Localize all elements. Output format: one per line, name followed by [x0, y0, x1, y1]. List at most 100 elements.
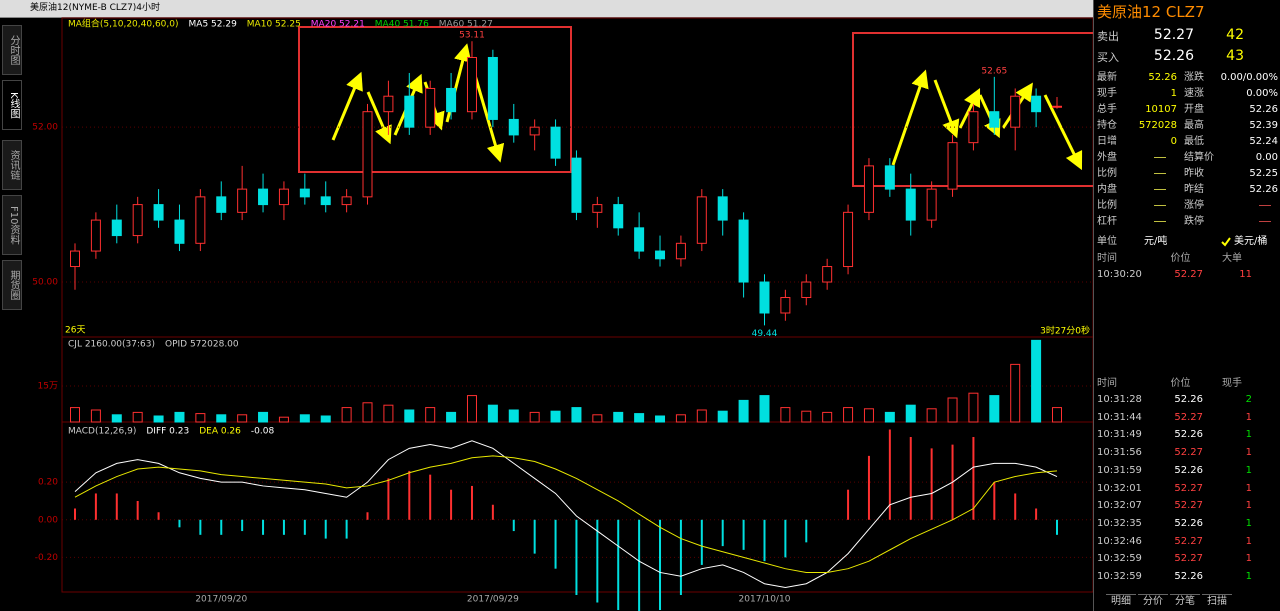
candle-body: [822, 266, 833, 283]
panel-legend: CJL 2160.00(37:63): [68, 340, 155, 350]
panel-legend: -0.08: [251, 427, 275, 437]
macd-line: [74, 455, 1058, 573]
bottom-tab[interactable]: 扫描: [1202, 594, 1232, 609]
book-price: 52.26: [1153, 48, 1194, 64]
volume-bar: [70, 407, 80, 423]
volume-bar: [717, 410, 728, 423]
table-cell: 1: [1245, 571, 1252, 582]
book-qty: 42: [1226, 27, 1244, 43]
volume-bar: [341, 407, 352, 423]
empty-value: [1259, 221, 1271, 222]
candle-body: [1052, 105, 1062, 108]
stat-value: 52.26: [1148, 72, 1177, 83]
stat-value: 52.26: [1249, 184, 1278, 195]
high-label: 52.65: [981, 66, 1007, 76]
candle-body: [717, 196, 728, 221]
book-label: 卖出: [1097, 30, 1119, 43]
volume-bar: [550, 410, 561, 423]
stat-value: 0.00%: [1246, 88, 1278, 99]
stat-label: 杠杆: [1097, 216, 1117, 227]
stat-label: 最高: [1184, 120, 1204, 131]
side-tab[interactable]: 分时图: [2, 25, 22, 75]
volume-bar: [926, 408, 937, 423]
candle-body: [863, 165, 874, 213]
bottom-tab[interactable]: 分价: [1138, 594, 1168, 609]
table-cell: 52.26: [1174, 571, 1203, 582]
volume-bar: [425, 407, 436, 423]
bar-count: 26天: [65, 326, 85, 336]
empty-value: [1259, 205, 1271, 206]
candle-body: [592, 204, 603, 213]
stat-label: 比例: [1097, 168, 1117, 179]
empty-value: [1154, 205, 1166, 206]
volume-bar: [508, 409, 519, 423]
volume-bar: [655, 415, 666, 423]
side-tab[interactable]: K线图: [2, 80, 22, 130]
volume-bar: [884, 411, 895, 423]
volume-bar: [780, 407, 791, 423]
volume-bar: [195, 413, 206, 423]
unit-option: 元/吨: [1144, 236, 1168, 247]
stat-label: 开盘: [1184, 104, 1204, 115]
volume-bar: [466, 395, 477, 423]
ma-legend: MA5 52.29: [189, 20, 238, 30]
bottom-tab[interactable]: 分笔: [1170, 594, 1200, 609]
ma-legend: MA60 51.27: [439, 20, 493, 30]
candle-body: [529, 126, 540, 136]
volume-bar: [634, 413, 645, 423]
bottom-tab[interactable]: 明细: [1106, 594, 1136, 609]
stat-label: 现手: [1097, 88, 1117, 99]
highlight-box: [852, 32, 1093, 187]
y-tick-label: 52.00: [32, 123, 58, 133]
candle-body: [801, 281, 812, 299]
table-cell: 52.27: [1174, 553, 1203, 565]
candle-body: [174, 219, 185, 244]
candle-body: [905, 188, 916, 221]
stat-value: 52.24: [1249, 136, 1278, 147]
candle-body: [884, 165, 895, 190]
table-cell: 1: [1245, 411, 1252, 423]
book-label: 买入: [1097, 51, 1119, 64]
empty-value: [1154, 189, 1166, 190]
candle-body: [843, 211, 854, 268]
table-cell: 1: [1245, 447, 1252, 459]
table-cell: 2: [1245, 394, 1252, 405]
candle-body: [153, 204, 164, 221]
table-cell: 52.27: [1174, 411, 1203, 423]
empty-value: [1154, 173, 1166, 174]
countdown: 3时27分0秒: [1040, 325, 1090, 337]
ma-legend: MA20 52.21: [311, 20, 365, 30]
table-cell: 52.27: [1174, 500, 1203, 512]
y-tick-label: -0.20: [35, 553, 59, 563]
stat-label: 涨跌: [1184, 72, 1204, 83]
table-cell: 10:31:59: [1097, 464, 1142, 476]
table-cell: 10:31:56: [1097, 447, 1142, 459]
table-cell: 10:32:35: [1097, 517, 1142, 529]
window-title: 美原油12(NYME-B CLZ7)4小时: [30, 3, 161, 13]
table-cell: 1: [1245, 535, 1252, 547]
panel-legend: DIFF 0.23: [146, 427, 189, 437]
stat-label: 外盘: [1097, 152, 1117, 163]
stat-value: 1: [1170, 88, 1177, 99]
volume-bar: [947, 397, 958, 423]
table-cell: 52.26: [1174, 394, 1203, 405]
side-tab[interactable]: 期货圈: [2, 260, 22, 310]
table-cell: 10:31:49: [1097, 429, 1142, 441]
volume-bar: [383, 404, 394, 423]
volume-bar: [696, 409, 707, 423]
volume-bar: [258, 411, 269, 423]
quote-panel: 美原油12 CLZ7 卖出 52.27 42 买入 52.26 43 最新 52.26 涨跌 0.0…: [1093, 0, 1280, 611]
y-tick-label: 50.00: [32, 278, 58, 288]
candle-body: [926, 188, 937, 221]
candle-body: [1031, 95, 1042, 113]
side-tab[interactable]: 资讯链: [2, 140, 22, 190]
y-tick-label: 15万: [38, 381, 58, 391]
stat-value: 52.26: [1249, 104, 1278, 115]
panel-legend: MACD(12,26,9): [68, 427, 136, 437]
stat-label: 结算价: [1184, 152, 1214, 163]
volume-bar: [132, 411, 143, 423]
volume-bar: [1031, 339, 1042, 423]
side-tab[interactable]: F10资料: [2, 195, 22, 255]
table-cell: 52.27: [1174, 269, 1203, 280]
